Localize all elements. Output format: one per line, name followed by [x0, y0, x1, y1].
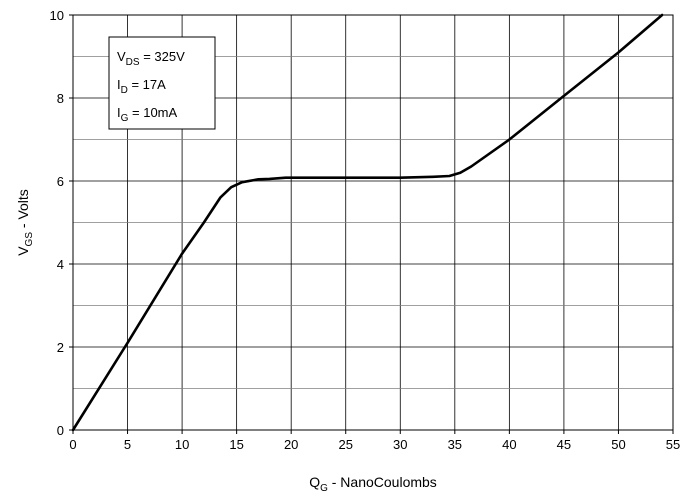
conditions-box-border — [108, 36, 216, 130]
x-tick-label: 50 — [611, 437, 625, 452]
grid — [73, 15, 673, 430]
y-tick-label: 6 — [57, 174, 64, 189]
x-tick-label: 25 — [338, 437, 352, 452]
y-tick-label: 2 — [57, 340, 64, 355]
condition-line: IG = 10mA — [117, 105, 178, 124]
x-tick-label: 55 — [666, 437, 680, 452]
condition-line: ID = 17A — [117, 77, 166, 96]
x-tick-label: 40 — [502, 437, 516, 452]
y-tick-label: 10 — [50, 8, 64, 23]
x-tick-label: 0 — [69, 437, 76, 452]
y-tick-label: 8 — [57, 91, 64, 106]
x-axis-label-sub: G — [320, 483, 328, 494]
x-axis-ticks: 0 5 10 15 20 25 30 35 40 45 50 55 — [69, 430, 680, 452]
y-tick-label: 0 — [57, 423, 64, 438]
x-axis-label-rest: - NanoCoulombs — [328, 474, 437, 490]
x-axis-label: QG - NanoCoulombs — [309, 474, 437, 494]
y-axis-ticks: 0 2 4 6 8 10 — [50, 8, 73, 438]
x-axis-label-main: Q — [309, 474, 320, 490]
x-tick-label: 30 — [393, 437, 407, 452]
x-tick-label: 15 — [229, 437, 243, 452]
y-axis-label-sub: GS — [24, 232, 35, 247]
series-group — [71, 13, 664, 432]
x-tick-label: 20 — [284, 437, 298, 452]
y-axis-label-main: V — [15, 246, 31, 256]
y-tick-label: 4 — [57, 257, 64, 272]
series-line-0 — [71, 13, 664, 432]
x-tick-label: 35 — [448, 437, 462, 452]
y-axis-label: VGS - Volts — [15, 189, 35, 256]
condition-line: VDS = 325V — [117, 49, 185, 68]
y-axis-label-rest: - Volts — [15, 189, 31, 232]
x-tick-label: 45 — [557, 437, 571, 452]
x-tick-label: 5 — [124, 437, 131, 452]
conditions-box: VDS = 325V ID = 17A IG = 10mA — [108, 36, 216, 130]
x-tick-label: 10 — [175, 437, 189, 452]
plot-frame — [72, 14, 674, 431]
